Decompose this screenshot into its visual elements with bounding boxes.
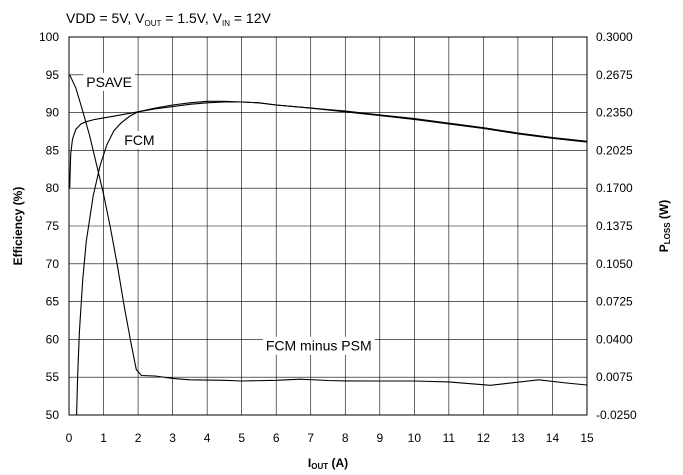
x-tick-label: 12	[477, 431, 491, 445]
y2-tick-label: -0.0250	[596, 408, 637, 422]
annotation-label: PSAVE	[86, 74, 132, 90]
y2-tick-label: 0.0725	[596, 295, 633, 309]
y-tick-label: 90	[46, 106, 60, 120]
x-tick-label: 7	[307, 431, 314, 445]
y2-axis-label: PLOSS (W)	[657, 200, 672, 252]
x-tick-label: 10	[408, 431, 422, 445]
series-line-1	[69, 101, 588, 189]
y2-tick-label: 0.3000	[596, 30, 633, 44]
annotation-background	[83, 72, 135, 91]
x-tick-label: 4	[204, 431, 211, 445]
y-tick-label: 60	[46, 332, 60, 346]
x-axis-label: IOUT (A)	[308, 456, 348, 471]
x-tick-label: 15	[580, 431, 594, 445]
title-part: VDD = 5V, V	[66, 10, 145, 26]
y2-tick-label: 0.2350	[596, 106, 633, 120]
y2-tick-label: 0.1050	[596, 257, 633, 271]
title-part: OUT	[144, 19, 161, 28]
y-tick-label: 95	[46, 68, 60, 82]
title-part: IN	[222, 19, 230, 28]
x-tick-label: 2	[135, 431, 142, 445]
title-part: = 12V	[230, 10, 272, 26]
y2-tick-label: 0.0400	[596, 332, 633, 346]
series-line-2	[76, 100, 588, 416]
annotation: PSAVE	[83, 72, 135, 91]
y2-tick-label: 0.0075	[596, 370, 633, 384]
y2-tick-label: 0.2675	[596, 68, 633, 82]
annotation: FCM minus PSM	[262, 336, 375, 355]
x-tick-label: 1	[100, 431, 107, 445]
annotation-background	[121, 131, 158, 150]
x-tick-label: 5	[238, 431, 245, 445]
plot-frame	[68, 36, 588, 416]
y-tick-label: 75	[46, 219, 60, 233]
chart-title: VDD = 5V, VOUT = 1.5V, VIN = 12V	[66, 10, 271, 28]
grid	[68, 36, 588, 416]
annotation-background	[262, 336, 375, 355]
x-tick-label: 3	[169, 431, 176, 445]
annotations: PSAVE FCM FCM minus PSM	[83, 72, 375, 355]
y-tick-label: 85	[46, 143, 60, 157]
annotation-label: FCM	[124, 132, 154, 148]
x-tick-label: 9	[376, 431, 383, 445]
x-tick-label: 11	[443, 431, 456, 445]
y2-tick-label: 0.1375	[596, 219, 633, 233]
x-tick-label: 0	[66, 431, 73, 445]
y-tick-label: 55	[46, 370, 60, 384]
y-axis-label: Efficiency (%)	[11, 187, 25, 266]
series-layer	[69, 74, 588, 416]
series-line-3	[69, 74, 588, 386]
y-tick-label: 50	[46, 408, 60, 422]
annotation: FCM	[121, 131, 158, 150]
title-part: = 1.5V, V	[161, 10, 222, 26]
tick-labels: 0 1 2 3 4 5 6 7 8 9 10 11 12 13 14 15505560657075808590…	[39, 30, 637, 445]
x-tick-label: 13	[511, 431, 525, 445]
annotation-label: FCM minus PSM	[266, 338, 372, 354]
y2-tick-label: 0.1700	[596, 181, 633, 195]
x-tick-label: 8	[342, 431, 349, 445]
y-tick-label: 80	[46, 181, 60, 195]
y-tick-label: 100	[39, 30, 59, 44]
y-tick-label: 65	[46, 295, 60, 309]
y-tick-label: 70	[46, 257, 60, 271]
x-tick-label: 14	[546, 431, 560, 445]
x-tick-label: 6	[273, 431, 280, 445]
y2-tick-label: 0.2025	[596, 143, 633, 157]
